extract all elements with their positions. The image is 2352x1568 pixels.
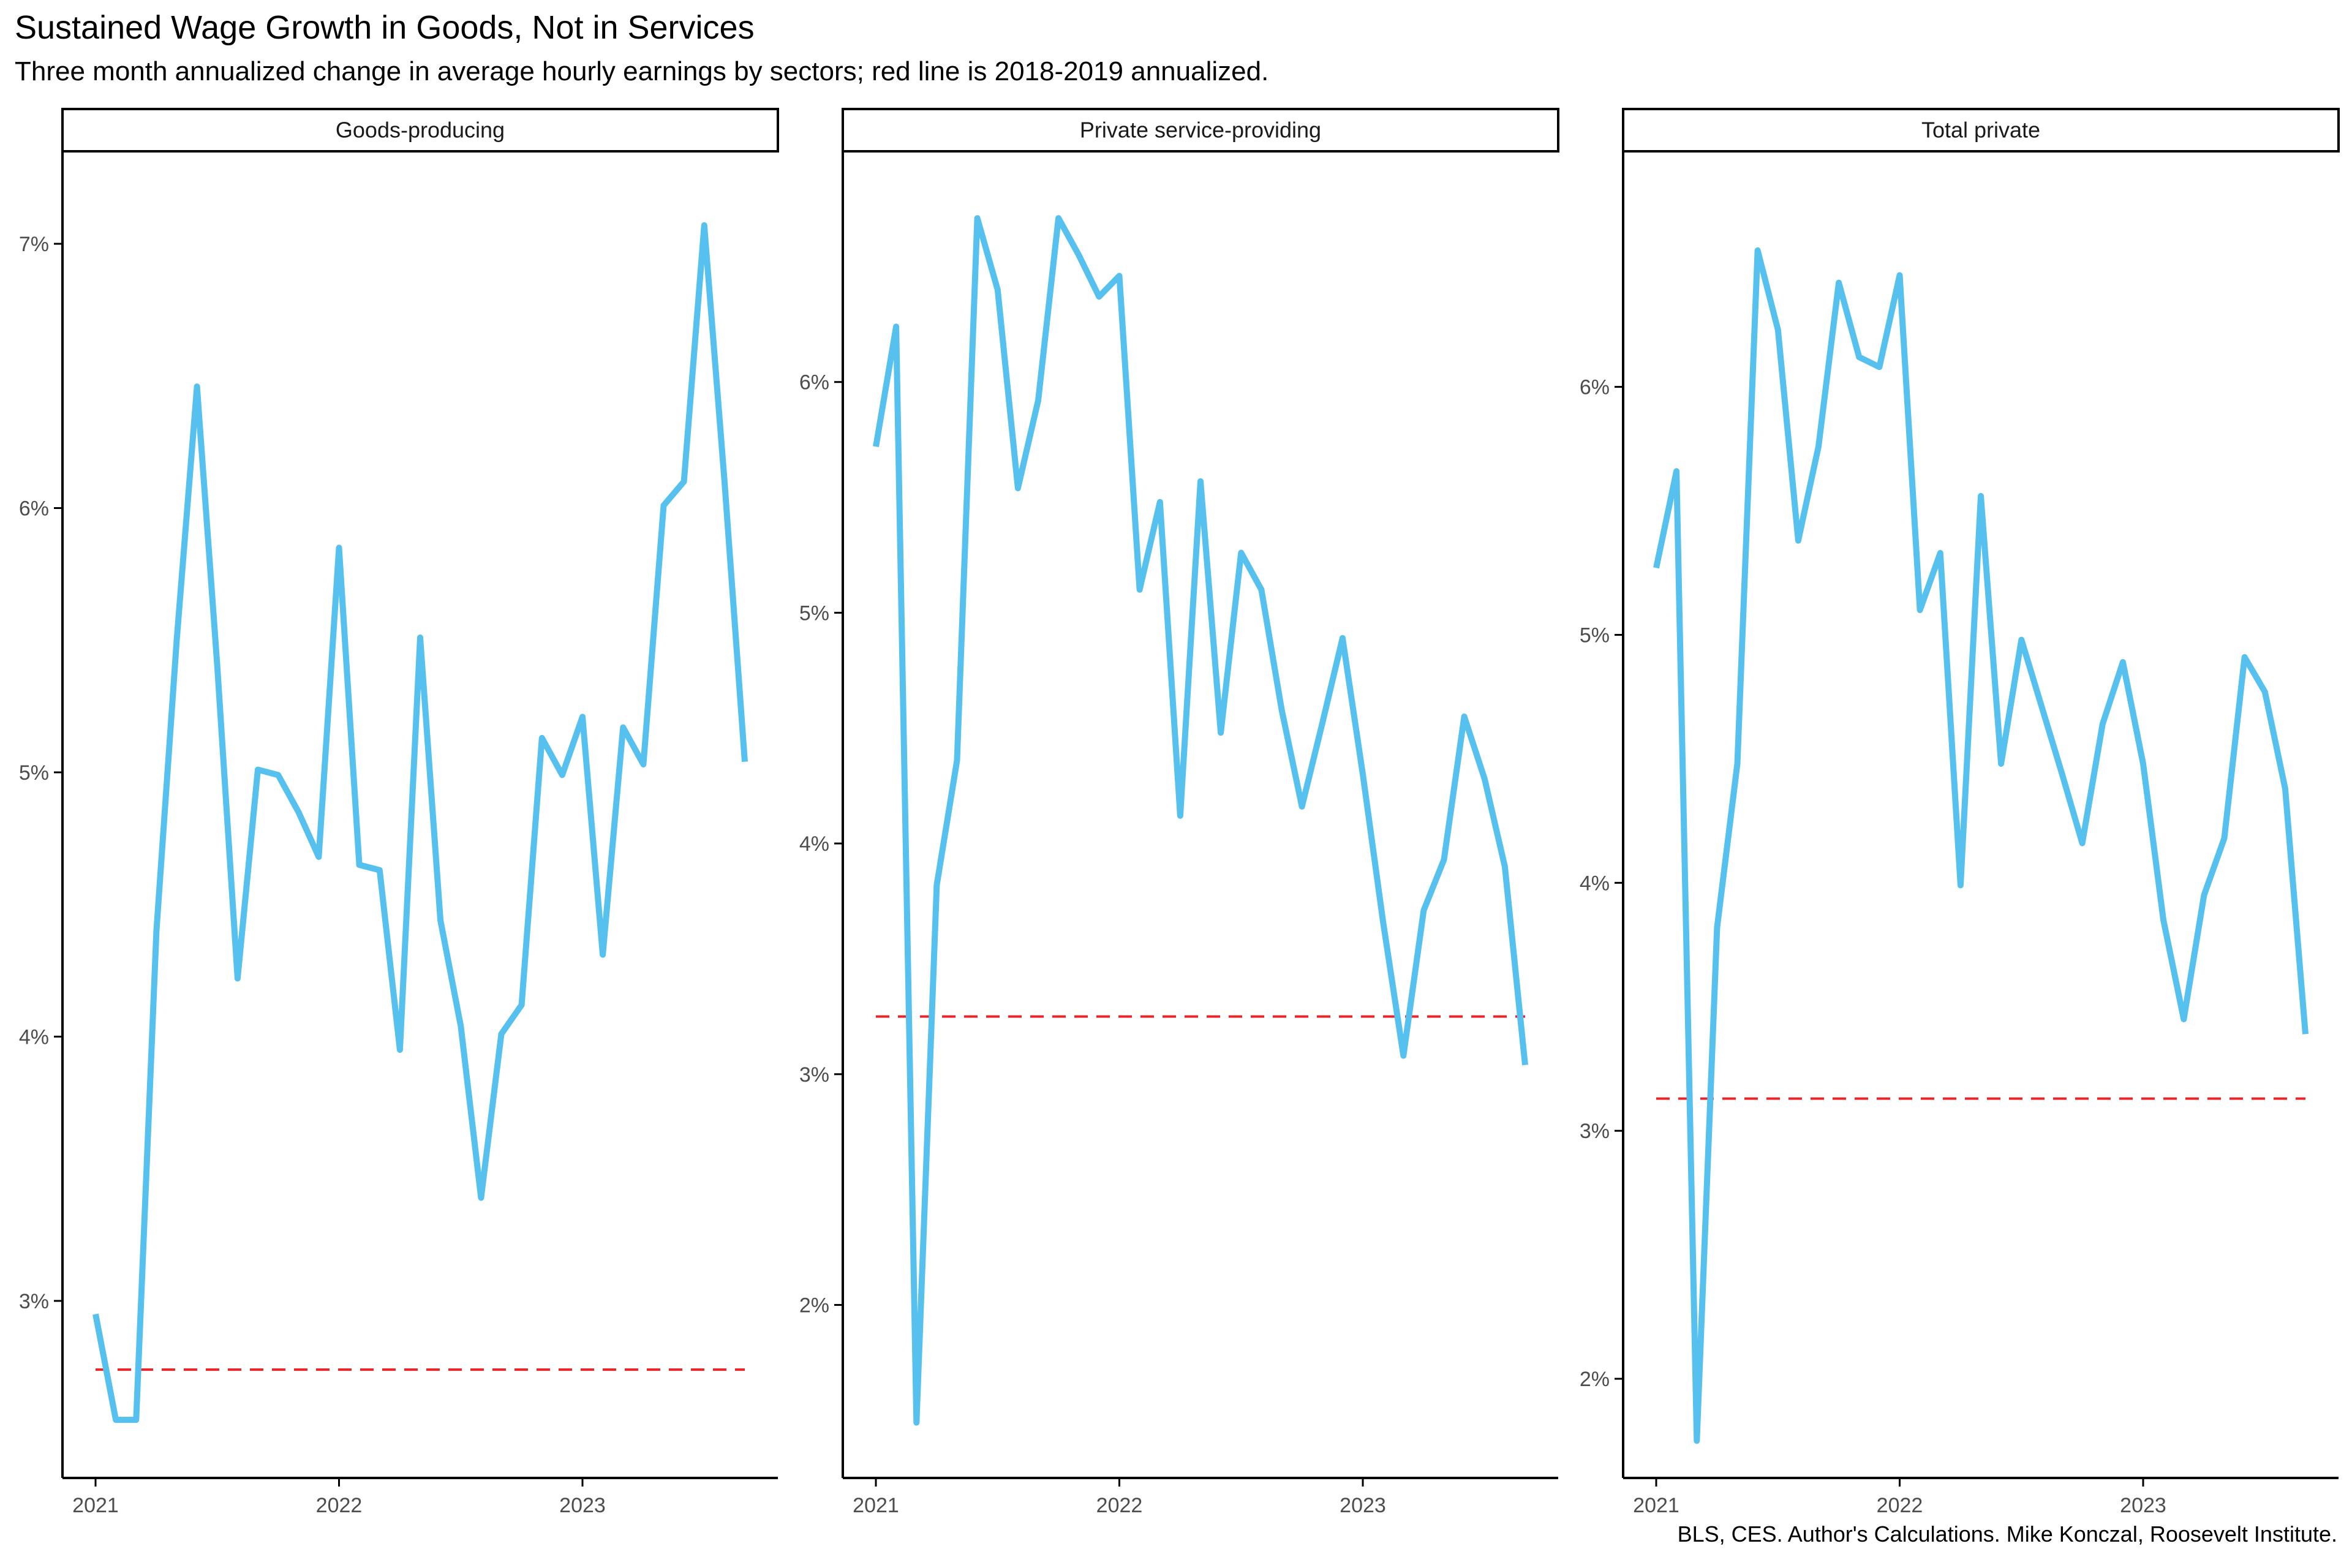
y-tick-label: 5% xyxy=(1580,624,1610,647)
chart-caption: BLS, CES. Author's Calculations. Mike Ko… xyxy=(1677,1521,2337,1547)
y-tick-label: 3% xyxy=(1580,1120,1610,1143)
series-line xyxy=(92,222,748,1423)
strip-label: Goods-producing xyxy=(336,118,505,143)
x-tick-label: 2021 xyxy=(1633,1494,1679,1517)
panel-0: Goods-producing 3% 4% 5% 6% 7% 2021 2022 2023 xyxy=(19,108,779,1517)
strip-label: Private service-providing xyxy=(1080,118,1321,143)
chart-subtitle: Three month annualized change in average… xyxy=(15,56,1269,86)
y-tick-label: 6% xyxy=(19,497,49,520)
y-tick-label: 4% xyxy=(799,832,829,856)
x-tick-label: 2021 xyxy=(853,1494,899,1517)
x-tick-label: 2022 xyxy=(1877,1494,1923,1517)
y-tick-label: 3% xyxy=(19,1290,49,1313)
x-tick-label: 2023 xyxy=(2120,1494,2166,1517)
series-line xyxy=(873,215,1528,1426)
strip-box xyxy=(61,108,779,153)
x-tick-label: 2021 xyxy=(72,1494,119,1517)
y-tick-label: 4% xyxy=(1580,872,1610,895)
y-tick-label: 5% xyxy=(19,761,49,785)
x-tick-label: 2022 xyxy=(316,1494,363,1517)
y-tick-label: 6% xyxy=(1580,376,1610,399)
y-tick-label: 6% xyxy=(799,371,829,394)
strip-box xyxy=(1622,108,2340,153)
y-tick-label: 2% xyxy=(799,1294,829,1317)
panel-2: Total private 2% 3% 4% 5% 6% 2021 2022 2023 xyxy=(1580,108,2340,1517)
chart-title: Sustained Wage Growth in Goods, Not in S… xyxy=(15,9,755,46)
x-tick-label: 2022 xyxy=(1096,1494,1143,1517)
strip-box xyxy=(842,108,1559,153)
panel-1: Private service-providing 2% 3% 4% 5% 6% 2021 2… xyxy=(799,108,1559,1517)
y-tick-label: 7% xyxy=(19,233,49,256)
strip-label: Total private xyxy=(1921,118,2040,143)
series-line xyxy=(1653,247,2309,1444)
x-tick-label: 2023 xyxy=(1340,1494,1386,1517)
y-tick-label: 3% xyxy=(799,1063,829,1087)
x-tick-label: 2023 xyxy=(559,1494,606,1517)
y-tick-label: 4% xyxy=(19,1025,49,1049)
y-tick-label: 5% xyxy=(799,601,829,625)
y-tick-label: 2% xyxy=(1580,1368,1610,1391)
